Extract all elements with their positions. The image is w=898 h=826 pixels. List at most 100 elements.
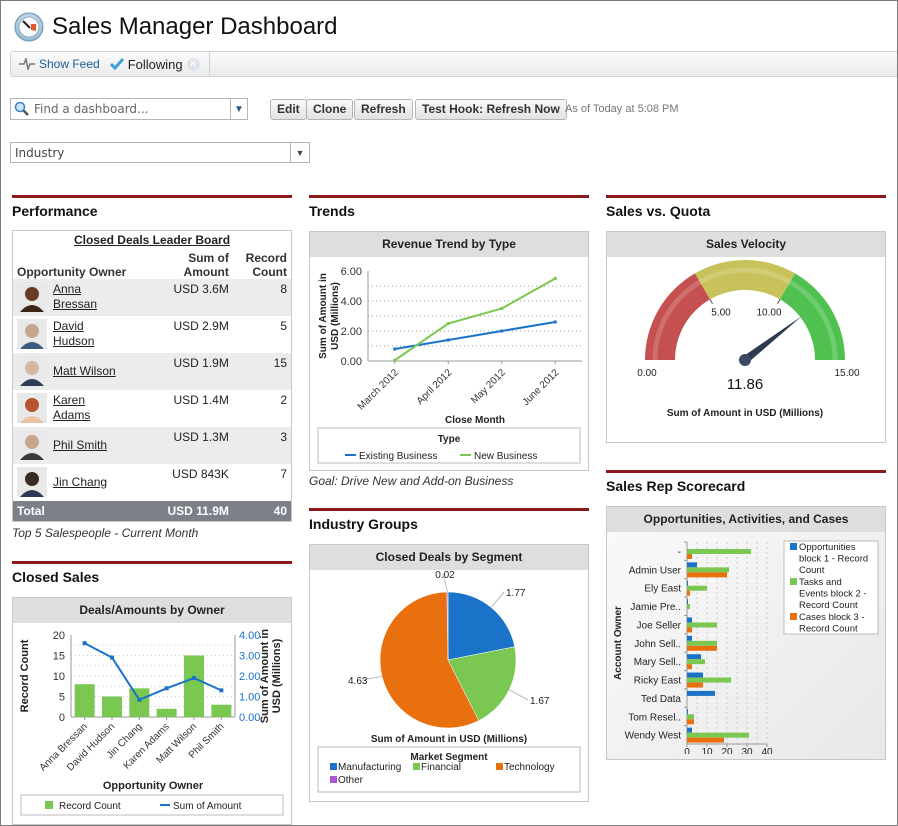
section-divider — [12, 561, 292, 564]
legend-label: Sum of Amount — [173, 801, 242, 812]
x-tick-label: 30 — [741, 747, 753, 754]
legend-swatch — [45, 801, 53, 809]
owner-link[interactable]: David Hudson — [53, 319, 94, 349]
y-tick-label: John Sell.. — [634, 639, 681, 650]
legend-box — [20, 794, 284, 816]
clone-button[interactable]: Clone — [306, 99, 354, 120]
gauge-tick — [709, 299, 713, 304]
filter-select[interactable]: Industry ▼ — [10, 142, 310, 163]
y-tick-label: 6.00 — [341, 266, 362, 278]
gauge-band-highlight — [652, 279, 702, 361]
show-feed-link[interactable]: Show Feed — [39, 57, 100, 71]
line-point — [446, 322, 450, 325]
column-middle: Trends Revenue Trend by Type 0.00 2.00 4.0… — [309, 195, 589, 802]
test-hook-refresh-button[interactable]: Test Hook: Refresh Now — [415, 99, 567, 120]
owner-name-line1: Anna — [53, 282, 82, 296]
total-amount: USD 11.9M — [167, 504, 229, 518]
panel-title: Deals/Amounts by Owner — [13, 598, 291, 623]
bar — [687, 549, 751, 554]
bar — [687, 714, 694, 720]
owner-name-line2: Bressan — [53, 297, 98, 311]
bar — [687, 604, 690, 610]
legend-box — [783, 540, 879, 635]
y2-tick-label: 2.00 — [239, 671, 260, 683]
bar — [687, 635, 692, 641]
section-title-trends: Trends — [309, 203, 355, 219]
owner-cell: David Hudson — [13, 316, 151, 353]
count-cell: 2 — [280, 393, 287, 407]
chevron-down-icon[interactable]: ▼ — [230, 99, 247, 119]
owner-link[interactable]: Anna Bressan — [53, 282, 97, 312]
bar — [687, 617, 692, 623]
refresh-button[interactable]: Refresh — [354, 99, 413, 120]
owner-name-line2: Adams — [53, 408, 91, 422]
legend-swatch — [330, 776, 337, 783]
avatar — [17, 430, 47, 460]
leaderboard-row: Phil Smith USD 1.3M 3 — [13, 427, 291, 464]
line-point — [137, 697, 142, 702]
legend-label: Other — [338, 775, 364, 786]
owner-link[interactable]: Phil Smith — [53, 438, 107, 460]
owner-cell: Anna Bressan — [13, 279, 151, 316]
unfollow-close-icon[interactable]: ✕ — [186, 57, 200, 71]
owner-name-line1: Phil Smith — [53, 438, 108, 452]
y-tick-label: 15 — [53, 651, 65, 663]
y-tick-label: 0.00 — [341, 356, 362, 368]
legend-swatch — [790, 613, 797, 620]
dashboard-search[interactable]: Find a dashboard... ▼ — [10, 98, 248, 120]
bar — [687, 659, 705, 665]
col-header-count: Record Count — [233, 247, 291, 279]
col-header-count-line1: Record — [245, 251, 287, 265]
scorecard-chart: - Admin User Ely East Jamie Pre.. Joe Seller… — [613, 540, 879, 758]
owner-name-line1: Karen — [53, 393, 86, 407]
legend-label: Count — [799, 565, 825, 576]
count-cell: 5 — [280, 319, 287, 333]
legend-swatch — [330, 763, 337, 770]
owner-link[interactable]: Karen Adams — [53, 393, 90, 423]
leaderboard-row: Matt Wilson USD 1.9M 15 — [13, 353, 291, 390]
y2-tick-label: 4.00 — [239, 630, 260, 642]
y-axis-title-line1: Sum of Amount in — [318, 273, 329, 359]
leaderboard-table: Closed Deals Leader Board Opportunity Ow… — [13, 231, 291, 521]
legend-label: Record Count — [799, 624, 858, 635]
segment-panel: Closed Deals by Segment 1.77 1.67 4.63 0.02… — [309, 544, 589, 802]
legend-box — [317, 427, 581, 464]
bar — [687, 727, 692, 733]
avatar — [17, 467, 47, 497]
owner-link[interactable]: Matt Wilson — [53, 364, 116, 386]
bar — [687, 690, 715, 696]
bar — [687, 645, 717, 651]
dropdown-arrow-icon[interactable]: ▼ — [290, 143, 309, 162]
bar — [687, 572, 727, 578]
line-point — [553, 277, 557, 280]
bar — [687, 719, 694, 725]
legend-label: Tasks and — [799, 577, 842, 588]
legend-swatch — [790, 543, 797, 550]
legend-label: block 1 - Record — [799, 554, 868, 565]
filter-value: Industry — [15, 145, 65, 160]
amount-cell: USD 1.3M — [173, 430, 229, 444]
bar — [687, 682, 703, 688]
owner-cell: Jin Chang — [13, 464, 151, 501]
y2-tick-label: 3.00 — [239, 651, 260, 663]
leaderboard-footnote: Top 5 Salespeople - Current Month — [12, 526, 199, 540]
col-header-owner: Opportunity Owner — [17, 265, 127, 279]
leaderboard-title-link[interactable]: Closed Deals Leader Board — [73, 233, 231, 247]
gauge-tick-label: 5.00 — [711, 308, 731, 319]
section-divider — [309, 508, 589, 511]
y-tick-label: Ted Data — [641, 694, 681, 705]
legend-box — [317, 746, 581, 793]
y-tick-label: Ely East — [644, 584, 681, 595]
section-divider — [309, 195, 589, 198]
pie-slice — [446, 591, 449, 661]
panel-title: Sales Velocity — [607, 232, 885, 257]
section-title-industry: Industry Groups — [309, 516, 418, 532]
bar — [687, 709, 688, 715]
search-input[interactable]: Find a dashboard... — [34, 102, 149, 116]
x-tick-label: 10 — [701, 747, 713, 754]
check-icon — [109, 58, 124, 70]
edit-button[interactable]: Edit — [270, 99, 307, 120]
gauge-tick-label: 10.00 — [756, 308, 781, 319]
bar — [687, 580, 688, 586]
owner-link[interactable]: Jin Chang — [53, 475, 107, 497]
